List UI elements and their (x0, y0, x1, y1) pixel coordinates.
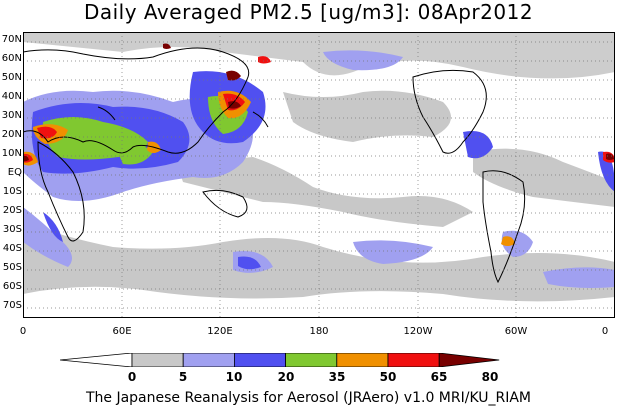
lon-label: 0 (601, 326, 609, 337)
lat-label: 20N (1, 129, 22, 140)
pm25-map (23, 32, 615, 318)
colorbar-segment (60, 353, 133, 367)
lat-label: 70N (1, 34, 22, 45)
lat-label: 60S (2, 281, 22, 292)
lat-label: 50N (1, 72, 22, 83)
lat-label: 20S (2, 205, 22, 216)
lat-label: 30S (2, 224, 22, 235)
map-title: Daily Averaged PM2.5 [ug/m3]: 08Apr2012 (83, 0, 534, 24)
colorbar-tick: 20 (277, 370, 295, 384)
colorbar-tick: 35 (328, 370, 346, 384)
lon-label: 120E (207, 326, 233, 337)
colorbar-segment (336, 353, 389, 367)
lat-label: 10S (2, 186, 22, 197)
lon-label: 180 (309, 326, 329, 337)
lat-label: 60N (1, 53, 22, 64)
colorbar-tick: 65 (430, 370, 448, 384)
pm25-level-5-10 (23, 32, 615, 302)
lat-label: EQ (7, 167, 22, 178)
colorbar-tick: 80 (481, 370, 499, 384)
colorbar-segment (438, 353, 500, 367)
lon-label: 120W (403, 326, 433, 337)
lat-label: 30N (1, 110, 22, 121)
lat-label: 40S (2, 243, 22, 254)
colorbar-segment (233, 353, 286, 367)
graticule (23, 32, 615, 318)
coastlines (23, 47, 526, 284)
colorbar-tick: 10 (225, 370, 243, 384)
lon-label: 60W (504, 326, 528, 337)
colorbar (60, 353, 500, 367)
colorbar-segment (387, 353, 440, 367)
lon-label: 0 (19, 326, 27, 337)
colorbar-tick: 5 (178, 370, 188, 384)
lon-label: 60E (112, 326, 132, 337)
colorbar-segment (285, 353, 338, 367)
pm25-level-80-plus (23, 43, 614, 162)
footer-credit: The Japanese Reanalysis for Aerosol (JRA… (85, 390, 532, 406)
lat-label: 70S (2, 300, 22, 311)
lat-label: 40N (1, 91, 22, 102)
lat-label: 10N (1, 148, 22, 159)
colorbar-tick: 0 (127, 370, 137, 384)
colorbar-segment (182, 353, 235, 367)
colorbar-tick: 50 (379, 370, 397, 384)
lat-label: 50S (2, 262, 22, 273)
colorbar-segment (131, 353, 184, 367)
